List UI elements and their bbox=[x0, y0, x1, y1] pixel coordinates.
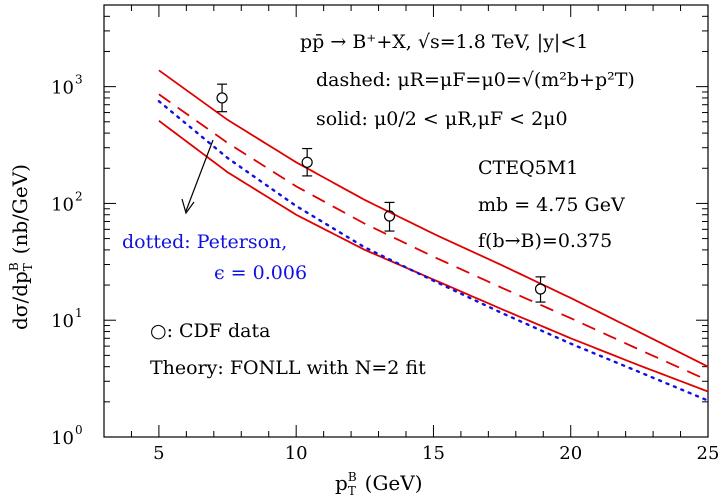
y-axis-label-unit: (nb/GeV) bbox=[8, 164, 32, 254]
theory-curves bbox=[157, 69, 710, 402]
x-tick-label: 15 bbox=[422, 443, 445, 464]
x-tick-label: 20 bbox=[559, 443, 582, 464]
data-point bbox=[216, 92, 228, 104]
x-tick-label: 25 bbox=[697, 443, 720, 464]
x-tick-label: 5 bbox=[153, 443, 164, 464]
series-lower-line bbox=[158, 120, 709, 393]
x-axis-label-sup: B bbox=[348, 470, 357, 484]
pdf-annotation: CTEQ5M1 bbox=[478, 157, 578, 179]
series-upper-line bbox=[158, 69, 709, 368]
cdf-data-points bbox=[216, 83, 547, 303]
y-tick-label-exponent: 2 bbox=[75, 189, 83, 203]
mass-annotation: mb = 4.75 GeV bbox=[478, 194, 625, 216]
y-tick-label: 10 bbox=[51, 78, 74, 99]
y-tick-label: 10 bbox=[51, 311, 74, 332]
x-axis-label-unit: (GeV) bbox=[365, 471, 423, 495]
y-tick-label-base: 10 bbox=[51, 428, 74, 449]
y-tick-label-exponent: 0 bbox=[75, 423, 83, 437]
peterson-annotation-line1: dotted: Peterson, bbox=[122, 231, 287, 253]
y-tick-label: 10 bbox=[51, 428, 74, 449]
y-axis-label-sup: B bbox=[7, 262, 21, 271]
y-tick-label: 10 bbox=[51, 194, 74, 215]
axis-ticks bbox=[103, 4, 709, 438]
series-peterson-line bbox=[157, 100, 710, 402]
y-tick-label-base: 10 bbox=[51, 78, 74, 99]
frag-annotation: f(b→B)=0.375 bbox=[478, 230, 612, 252]
theory-annotation: Theory: FONLL with N=2 fit bbox=[150, 357, 426, 379]
x-axis-label: pTB (GeV) bbox=[335, 470, 423, 498]
data-legend-label: ○: CDF data bbox=[150, 320, 270, 342]
dashed-annotation: dashed: μR=μF=μ0=√(m²b+p²T) bbox=[316, 69, 635, 91]
y-tick-label-base: 10 bbox=[51, 311, 74, 332]
y-tick-label-exponent: 1 bbox=[75, 306, 83, 320]
y-axis-label-sub: T bbox=[21, 263, 35, 271]
y-tick-label-exponent: 3 bbox=[75, 73, 83, 87]
y-tick-label-base: 10 bbox=[51, 194, 74, 215]
data-point bbox=[383, 210, 396, 222]
x-axis-label-main: p bbox=[335, 471, 348, 495]
x-axis-label-sub: T bbox=[348, 484, 356, 498]
data-point bbox=[534, 283, 547, 295]
peterson-arrow bbox=[181, 139, 214, 215]
y-axis-label: dσ/dpTB (nb/GeV) bbox=[7, 164, 35, 330]
x-tick-label: 10 bbox=[285, 443, 308, 464]
process-annotation: pp̄ → B⁺+X, √s=1.8 TeV, |y|<1 bbox=[300, 31, 588, 53]
x-tick-labels: 5 10 15 20 25 bbox=[153, 443, 719, 464]
solid-annotation: solid: μ0/2 < μR,μF < 2μ0 bbox=[316, 108, 568, 130]
y-axis-label-main: dσ/dp bbox=[8, 271, 32, 330]
data-point bbox=[301, 156, 313, 168]
peterson-annotation-line2: ϵ = 0.006 bbox=[214, 262, 307, 284]
